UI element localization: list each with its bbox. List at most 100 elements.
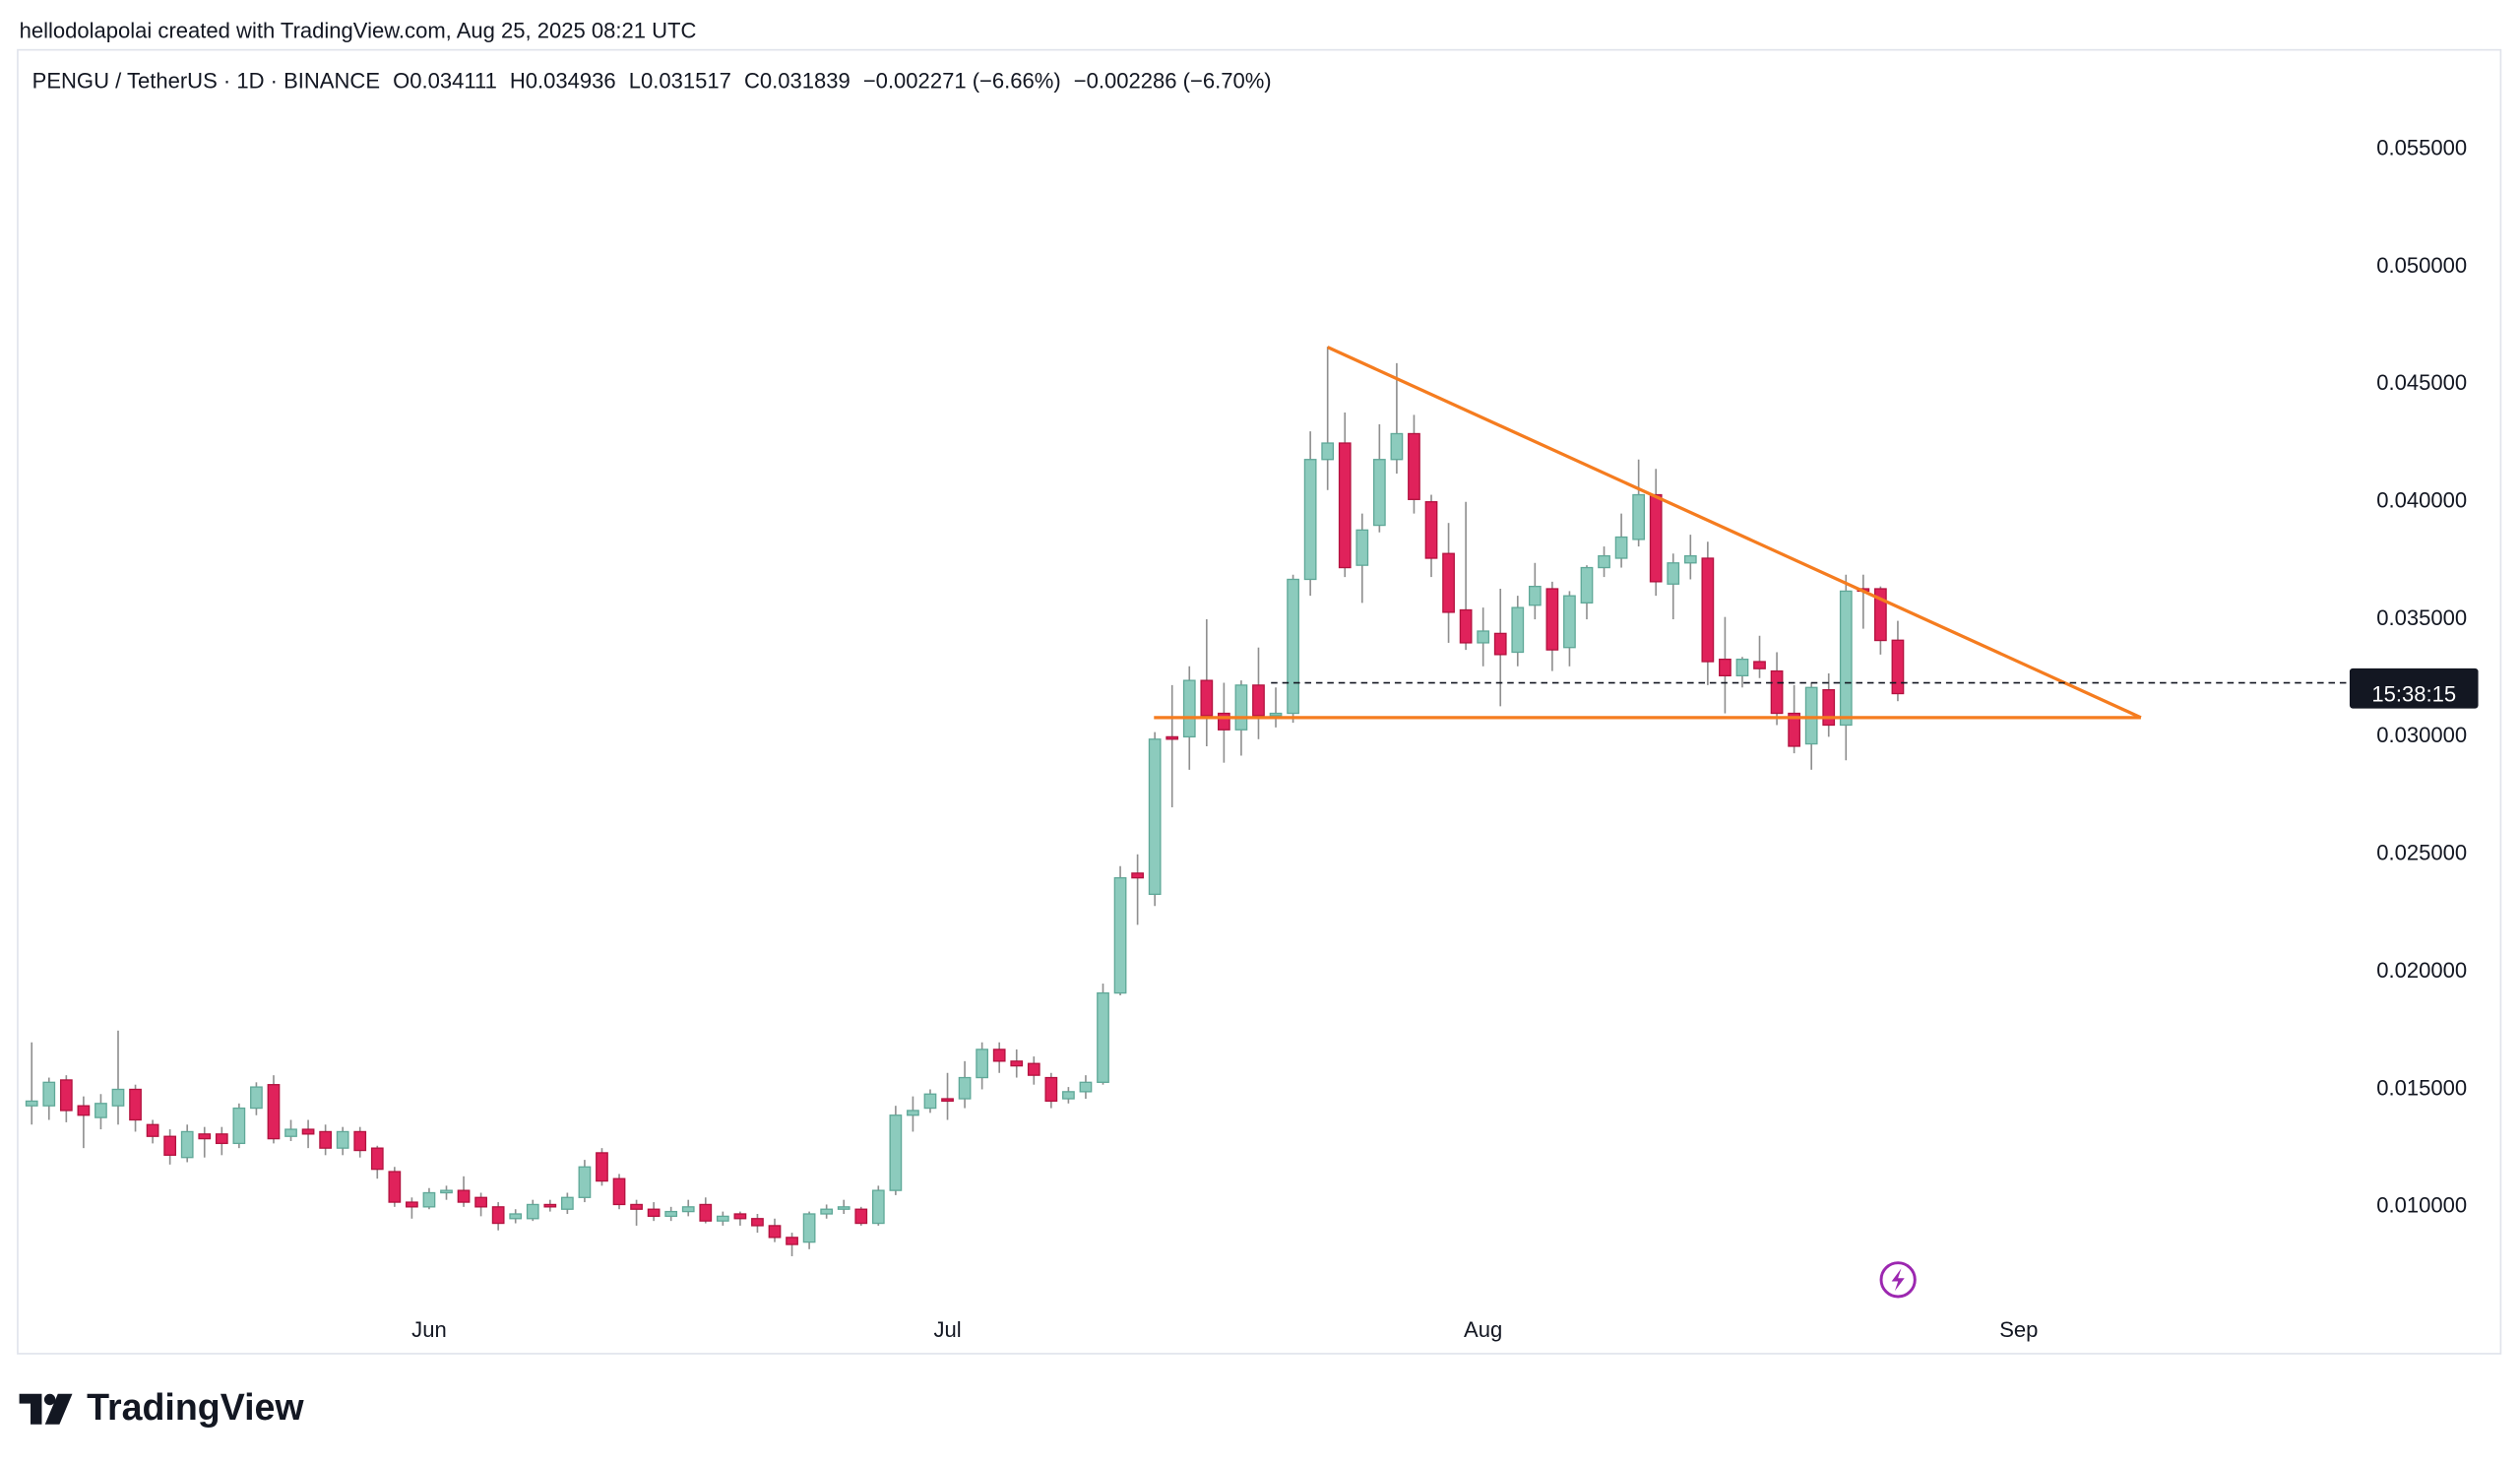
- candle-body: [1667, 562, 1680, 585]
- x-tick-label: Sep: [1999, 1317, 2038, 1342]
- x-tick-label: Jun: [411, 1317, 447, 1342]
- candle-body: [716, 1215, 729, 1222]
- x-tick-label: Aug: [1464, 1317, 1502, 1342]
- candle-body: [596, 1152, 608, 1182]
- candle-body: [1079, 1081, 1093, 1093]
- candle-body: [1010, 1060, 1024, 1067]
- candle-body: [1027, 1062, 1040, 1076]
- candle-body: [907, 1110, 919, 1116]
- candle-body: [1632, 493, 1646, 541]
- ohlc-change-alt: −0.002286 (−6.70%): [1074, 68, 1272, 93]
- candle-body: [1891, 639, 1905, 695]
- candle-body: [388, 1171, 402, 1203]
- candle-body: [1372, 459, 1386, 527]
- candle-body: [854, 1208, 868, 1225]
- candle-body: [543, 1203, 557, 1208]
- candle-body: [1269, 712, 1283, 717]
- legend-header: PENGU / TetherUS · 1D · BINANCE O0.034111…: [32, 68, 1272, 93]
- candle-body: [1131, 872, 1144, 879]
- candle-body: [1822, 689, 1836, 727]
- candle-body: [786, 1237, 798, 1245]
- candle-body: [1649, 493, 1663, 583]
- candle-body: [267, 1084, 281, 1140]
- ohlc-low: L0.031517: [629, 68, 731, 93]
- candle-body: [1442, 552, 1455, 613]
- candle-body: [1252, 684, 1265, 717]
- logo-mark-2: [43, 1393, 56, 1406]
- candle-body: [958, 1076, 972, 1100]
- candle-body: [1303, 459, 1317, 581]
- candle-body: [180, 1130, 194, 1159]
- y-tick-label: 0.025000: [2376, 841, 2467, 865]
- candle-body: [820, 1208, 834, 1215]
- candle-body: [871, 1189, 885, 1225]
- y-tick-label: 0.010000: [2376, 1193, 2467, 1218]
- candle-body: [1753, 661, 1766, 669]
- x-tick-label: Jul: [933, 1317, 961, 1342]
- ohlc-high: H0.034936: [510, 68, 616, 93]
- candle-body: [664, 1210, 678, 1218]
- candle-body: [111, 1088, 125, 1107]
- candle-body: [163, 1135, 177, 1156]
- plot-area: 0.010000 0.015000 0.020000 0.025000 0.030000…: [25, 135, 2479, 1342]
- candle-body: [1062, 1091, 1075, 1100]
- candle-body: [336, 1130, 349, 1149]
- candle-body: [1287, 578, 1299, 715]
- candle-body: [923, 1093, 937, 1110]
- candle-body: [1598, 554, 1610, 569]
- candle-body: [1166, 735, 1179, 740]
- candle-body: [406, 1201, 418, 1208]
- candle-body: [129, 1088, 142, 1121]
- y-tick-label: 0.015000: [2376, 1075, 2467, 1100]
- candle-body: [1113, 876, 1127, 994]
- candle-body: [1338, 442, 1352, 569]
- candle-body: [699, 1203, 713, 1222]
- y-tick-label: 0.050000: [2376, 253, 2467, 278]
- candle-body: [1770, 669, 1784, 715]
- candle-body: [768, 1225, 782, 1239]
- candle-body: [1683, 554, 1697, 564]
- candle-body: [59, 1079, 73, 1112]
- candle-body: [1477, 630, 1490, 644]
- logo-mark-1: [19, 1393, 42, 1425]
- candle-body: [1788, 712, 1800, 747]
- flash-circle: [1879, 1261, 1917, 1299]
- countdown: 15:38:15: [2371, 681, 2456, 706]
- candle-body: [837, 1206, 850, 1210]
- symbol: PENGU / TetherUS · 1D · BINANCE: [32, 68, 380, 93]
- candle-body: [440, 1189, 453, 1194]
- chart-frame: [17, 48, 2502, 1355]
- candle-body: [802, 1213, 816, 1243]
- candle-body: [284, 1128, 297, 1137]
- candle-body: [1200, 679, 1214, 717]
- candle-body: [25, 1100, 38, 1107]
- ohlc-change: −0.002271 (−6.66%): [863, 68, 1061, 93]
- candle-body: [1493, 632, 1507, 656]
- candle-body: [1804, 686, 1818, 745]
- y-tick-label: 0.035000: [2376, 605, 2467, 630]
- trendline: [1327, 346, 2142, 720]
- candle-body: [1148, 738, 1162, 896]
- candle-body: [1408, 432, 1420, 500]
- candle-body: [1511, 606, 1525, 654]
- candle-body: [422, 1191, 436, 1208]
- candle-body: [1234, 684, 1248, 731]
- candle-body: [1614, 536, 1628, 559]
- y-tick-label: 0.020000: [2376, 958, 2467, 983]
- candle-body: [509, 1213, 523, 1220]
- candle-body: [301, 1128, 315, 1135]
- candle-body: [457, 1189, 471, 1203]
- candle-body: [992, 1049, 1006, 1062]
- candle-body: [1528, 585, 1542, 606]
- candle-body: [681, 1206, 695, 1213]
- candle-body: [578, 1166, 592, 1198]
- candle-body: [146, 1123, 159, 1137]
- candle-body: [1563, 595, 1576, 649]
- brand-name: TradingView: [87, 1386, 304, 1428]
- y-tick-label: 0.030000: [2376, 723, 2467, 747]
- candle-body: [1044, 1076, 1058, 1103]
- candle-body: [94, 1103, 107, 1118]
- candle-body: [1424, 501, 1438, 559]
- credit: hellodolapolai created with TradingView.…: [20, 18, 697, 42]
